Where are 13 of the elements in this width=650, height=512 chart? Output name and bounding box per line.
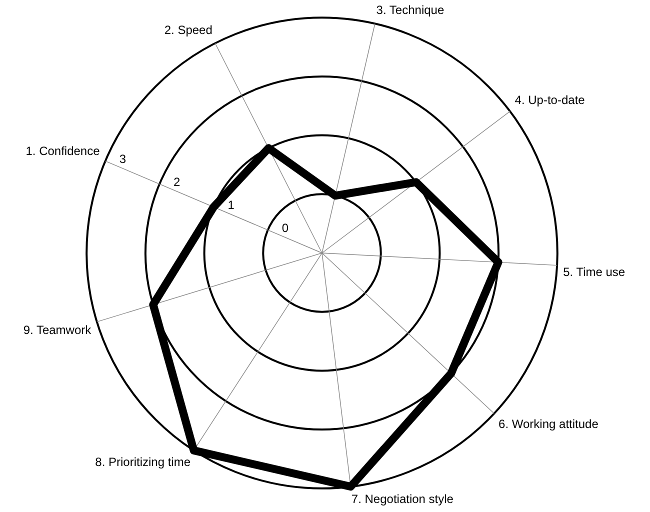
spoke-label: 2. Speed	[164, 23, 212, 38]
y-tick-label: 0	[282, 221, 289, 236]
y-tick-label: 3	[119, 152, 126, 166]
spoke-label: 6. Working attitude	[498, 417, 599, 432]
spoke-label: 5. Time use	[563, 265, 626, 280]
spoke-label: 9. Teamwork	[23, 323, 92, 338]
y-tick-label: 1	[228, 198, 235, 212]
spoke-label: 8. Prioritizing time	[95, 454, 191, 469]
spoke-label: 7. Negotiation style	[351, 492, 454, 506]
spoke-label: 1. Confidence	[26, 144, 100, 158]
spoke-label: 3. Technique	[376, 2, 444, 17]
spoke-label: 4. Up-to-date	[514, 92, 586, 107]
y-tick-label: 2	[174, 175, 181, 190]
